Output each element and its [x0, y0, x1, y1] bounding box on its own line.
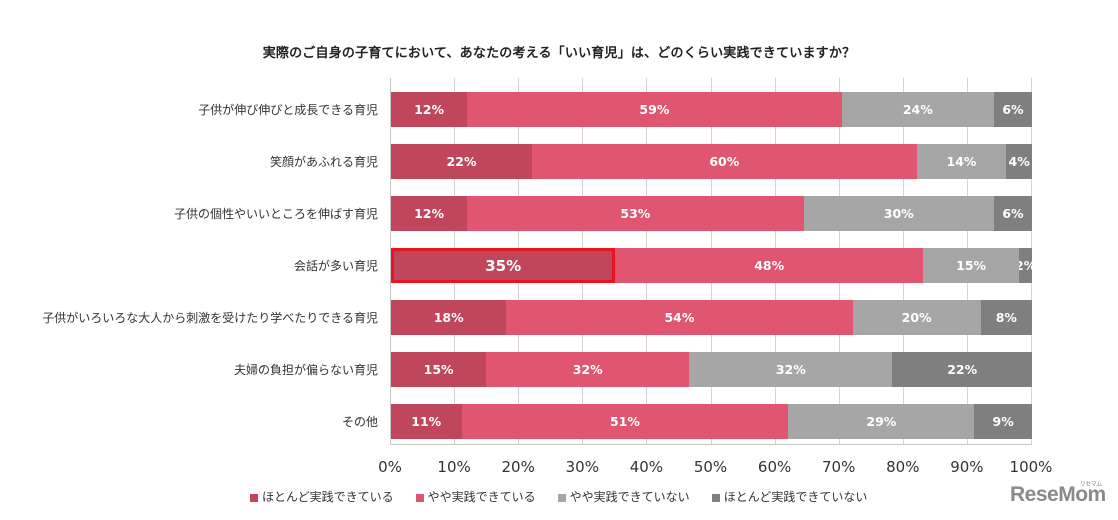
bar-segment: 32% [486, 352, 690, 387]
bar-segment: 2% [1019, 248, 1032, 283]
x-tick-label: 10% [437, 458, 471, 476]
legend-swatch-icon [557, 494, 566, 502]
category-label: 夫婦の負担が偏らない育児 [233, 363, 378, 377]
bar-segment: 12% [391, 92, 468, 127]
bar-segment: 14% [916, 144, 1007, 179]
bar-segment: 22% [892, 352, 1032, 387]
bar-segment: 8% [980, 300, 1032, 335]
plot-area: 12% 59% 24% 6% 22% 60% 14% 4% 12% 53% 30% 6% 35% 48% 1… [390, 78, 1033, 445]
x-tick-label: 70% [822, 458, 856, 476]
legend-item: ほとんど実践できていない [711, 488, 868, 505]
bar-segment: 6% [993, 196, 1033, 231]
category-label: その他 [341, 415, 378, 429]
bar-row: 12% 59% 24% 6% [391, 92, 1033, 127]
x-tick-label: 80% [886, 458, 920, 476]
category-label: 子供が伸び伸びと成長できる育児 [198, 103, 378, 117]
bar-segment: 32% [689, 352, 893, 387]
legend-label: やや実践できていない [569, 490, 690, 504]
bar-segment: 15% [391, 352, 487, 387]
legend-item: やや実践できていない [557, 488, 690, 505]
resemom-logo: ReseMom リセマム [1010, 482, 1106, 506]
legend-item: ほとんど実践できている [250, 488, 394, 505]
legend-label: ほとんど実践できていない [723, 490, 868, 504]
category-label: 笑顔があふれる育児 [269, 155, 378, 169]
bar-segment: 24% [841, 92, 994, 127]
bar-segment: 59% [467, 92, 842, 127]
bar-segment: 6% [993, 92, 1033, 127]
x-tick-label: 100% [1009, 458, 1053, 476]
bar-segment: 51% [461, 404, 789, 439]
x-tick-label: 50% [693, 458, 728, 476]
legend: ほとんど実践できている やや実践できている やや実践できていない ほとんど実践できてい… [250, 488, 867, 505]
legend-swatch-icon [415, 494, 424, 502]
bar-segment: 20% [852, 300, 981, 335]
bar-row: 12% 53% 30% 6% [391, 196, 1033, 231]
legend-item: やや実践できている [415, 488, 536, 505]
bar-segment: 30% [803, 196, 994, 231]
bar-segment: 4% [1006, 144, 1032, 179]
chart-title: 実際のご自身の子育てにおいて、あなたの考える「いい育児」は、どのくらい実践できて… [262, 46, 856, 61]
bar-segment: 53% [467, 196, 804, 231]
x-tick-label: 90% [950, 458, 984, 476]
bar-segment: 35% [391, 248, 616, 283]
bar-segment: 12% [391, 196, 468, 231]
bar-row: 15% 32% 32% 22% [391, 352, 1032, 387]
bar-segment: 15% [923, 248, 1020, 283]
legend-label: ほとんど実践できている [262, 490, 394, 504]
bar-segment: 11% [391, 404, 462, 439]
category-label: 子供がいろいろな大人から刺激を受けたり学べたりできる育児 [42, 311, 378, 325]
bar-row: 11% 51% 29% 9% [391, 404, 1032, 439]
legend-swatch-icon [250, 494, 258, 502]
bar-row: 18% 54% 20% 8% [391, 300, 1032, 335]
category-label: 会話が多い育児 [293, 259, 378, 273]
x-tick-label: 0% [378, 458, 402, 476]
bar-segment: 60% [532, 144, 917, 179]
x-tick-label: 60% [757, 458, 792, 476]
bar-row: 35%48%15%2% [391, 248, 1032, 283]
x-tick-label: 40% [629, 458, 664, 476]
legend-label: やや実践できている [427, 490, 536, 504]
bar-segment: 18% [391, 300, 507, 335]
legend-swatch-icon [711, 494, 720, 502]
bar-segment: 9% [974, 404, 1032, 439]
category-label: 子供の個性やいいところを伸ばす育児 [173, 207, 378, 221]
bar-segment: 48% [615, 248, 924, 283]
bar-segment: 22% [391, 144, 533, 179]
x-tick-label: 30% [565, 458, 599, 476]
x-tick-label: 20% [501, 458, 535, 476]
bar-segment: 54% [506, 300, 853, 335]
bar-segment: 29% [788, 404, 975, 439]
bar-row: 22% 60% 14% 4% [391, 144, 1032, 179]
